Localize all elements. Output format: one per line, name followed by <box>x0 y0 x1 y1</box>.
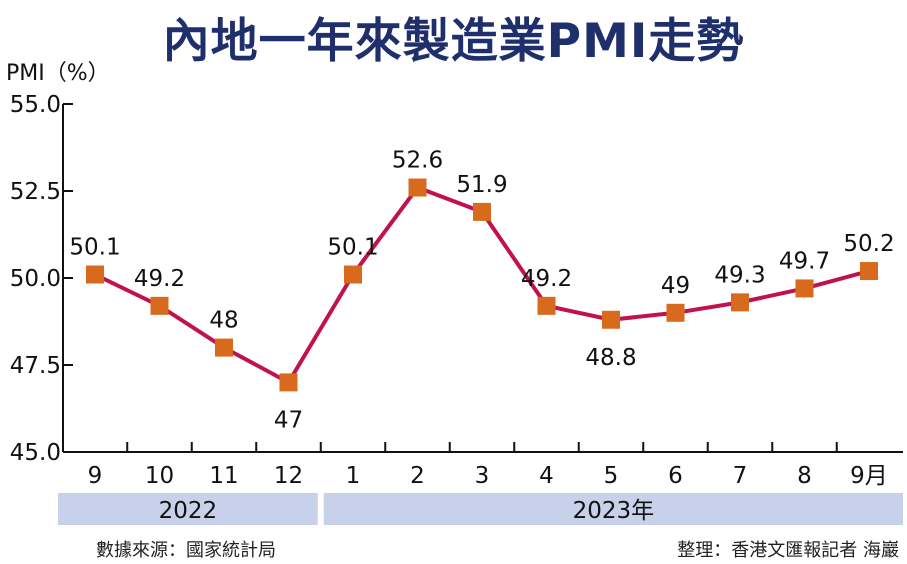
x-tick-label: 6 <box>668 463 683 489</box>
data-point-marker <box>473 202 491 221</box>
y-tick-label: 50.0 <box>10 266 61 292</box>
x-tick-label: 4 <box>539 463 554 489</box>
data-label: 48.8 <box>585 345 636 371</box>
data-label: 49.2 <box>521 266 572 292</box>
data-label: 47 <box>274 407 303 433</box>
y-tick-label: 52.5 <box>10 179 61 205</box>
x-tick-label: 1 <box>346 463 361 489</box>
data-point-marker <box>86 265 104 284</box>
data-label: 49.3 <box>714 262 765 288</box>
data-point-marker <box>860 262 878 281</box>
x-tick-label: 9 <box>88 463 103 489</box>
x-tick-label: 9月 <box>850 463 888 489</box>
x-tick-label: 3 <box>475 463 490 489</box>
data-label: 50.1 <box>327 235 378 261</box>
y-tick-label: 55.0 <box>10 92 61 118</box>
data-point-marker <box>408 178 427 197</box>
data-label: 50.2 <box>843 231 894 257</box>
data-point-marker <box>795 279 814 298</box>
data-point-marker <box>150 296 169 315</box>
data-label: 49.7 <box>779 248 830 274</box>
author-credit: 整理：香港文匯報記者 海巖 <box>677 540 899 561</box>
data-label: 52.6 <box>392 148 443 174</box>
data-point-marker <box>666 303 685 322</box>
x-tick-label: 2 <box>410 463 425 489</box>
data-point-marker <box>279 373 298 392</box>
data-label: 49.2 <box>134 266 185 292</box>
y-tick-label: 47.5 <box>10 353 61 379</box>
data-source-note: 數據來源：國家統計局 <box>96 540 276 561</box>
data-label: 51.9 <box>456 172 507 198</box>
x-tick-label: 11 <box>209 463 238 489</box>
x-tick-label: 8 <box>797 463 812 489</box>
data-point-marker <box>215 338 233 357</box>
x-tick-label: 12 <box>274 463 303 489</box>
year-label: 2023年 <box>573 498 655 524</box>
data-point-marker <box>731 293 749 312</box>
data-label: 49 <box>661 273 690 299</box>
y-tick-label: 45.0 <box>10 440 61 466</box>
data-point-marker <box>602 310 620 329</box>
x-tick-label: 10 <box>145 463 174 489</box>
data-point-marker <box>537 296 556 315</box>
x-tick-label: 7 <box>733 463 748 489</box>
data-label: 48 <box>209 308 238 334</box>
year-label: 2022 <box>159 498 218 524</box>
chart-title: 內地一年來製造業PMI走勢 <box>162 14 745 69</box>
year-band <box>323 493 903 525</box>
y-axis-label: PMI（%） <box>6 61 110 86</box>
data-point-marker <box>344 265 362 284</box>
data-label: 50.1 <box>69 235 120 261</box>
x-tick-label: 5 <box>604 463 619 489</box>
year-band <box>58 493 318 525</box>
